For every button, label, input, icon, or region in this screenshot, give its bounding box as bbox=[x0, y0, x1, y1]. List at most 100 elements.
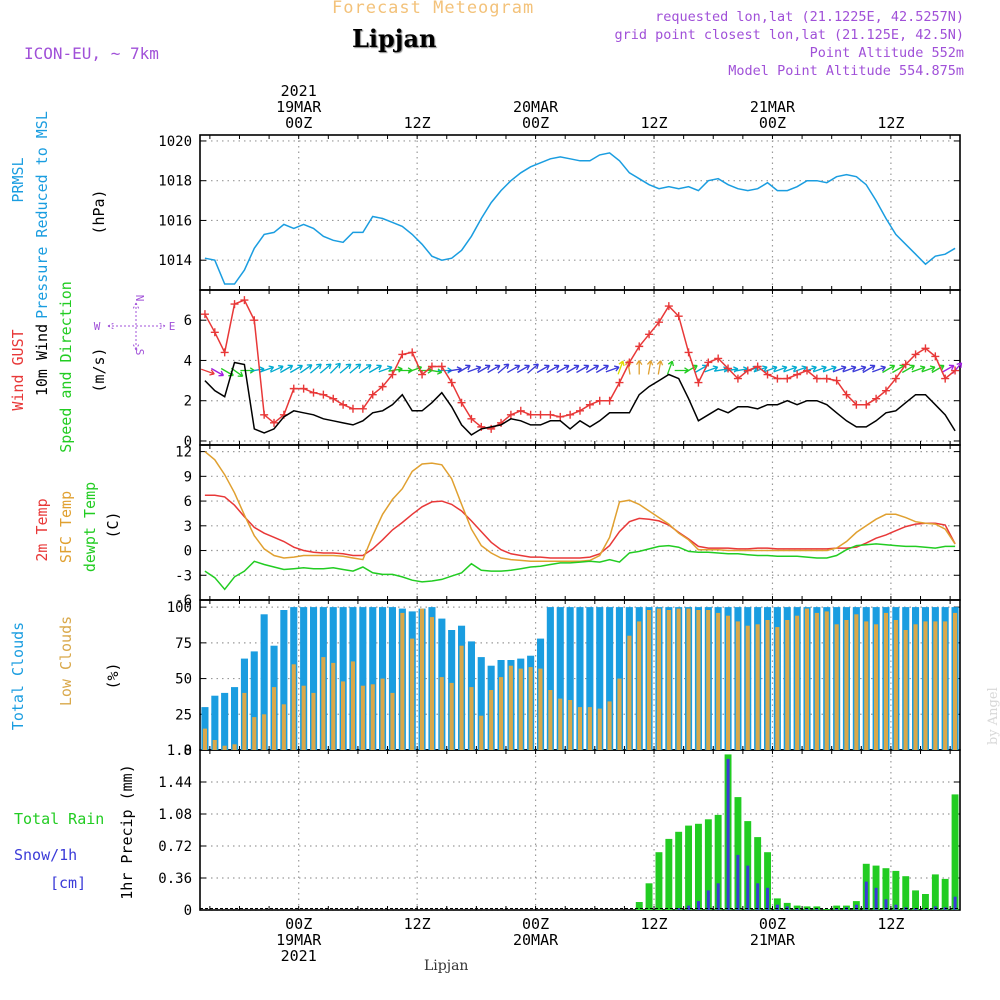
precip-bar bbox=[874, 887, 878, 910]
precip-bar bbox=[882, 868, 890, 910]
top-time-label: 12Z bbox=[640, 114, 667, 132]
pressure-ytick-label: 1016 bbox=[158, 213, 192, 229]
wind-gust-marker bbox=[210, 328, 219, 337]
wind-direction-arrow bbox=[605, 365, 620, 373]
wind-gust-marker bbox=[536, 410, 545, 419]
wind-direction-arrow bbox=[200, 368, 215, 376]
precip-bar bbox=[833, 905, 841, 910]
wind-gust-marker bbox=[270, 418, 279, 427]
wind-gust-marker bbox=[200, 310, 209, 319]
precip-bar bbox=[754, 837, 762, 910]
wind-gust-marker bbox=[319, 390, 328, 399]
clouds-bar bbox=[388, 607, 396, 750]
precip-bar bbox=[815, 909, 819, 910]
temp-ytick-label: 9 bbox=[184, 469, 192, 485]
clouds-bar bbox=[260, 614, 268, 750]
wind-gust-marker bbox=[289, 384, 298, 393]
clouds-bar bbox=[272, 687, 277, 750]
wind-gust-marker bbox=[635, 342, 644, 351]
wind-gust-marker bbox=[230, 300, 239, 309]
clouds-bar bbox=[666, 610, 671, 750]
clouds-bar bbox=[923, 621, 928, 750]
wind-gust-marker bbox=[684, 348, 693, 357]
wind-gust-marker bbox=[674, 312, 683, 321]
clouds-bar bbox=[331, 662, 336, 750]
wind-direction-arrow bbox=[329, 362, 341, 374]
clouds-bar bbox=[607, 701, 612, 750]
wind-gust-marker bbox=[595, 396, 604, 405]
clouds-ytick-label: 50 bbox=[175, 672, 192, 688]
wind-gust-marker bbox=[625, 358, 634, 367]
wind-direction-arrow bbox=[487, 364, 501, 374]
temp-series-line bbox=[204, 543, 956, 591]
wind-gust-marker bbox=[753, 362, 762, 371]
clouds-bar bbox=[508, 665, 513, 750]
precip-bar bbox=[697, 901, 700, 910]
clouds-bar bbox=[627, 635, 632, 750]
clouds-bar bbox=[597, 708, 602, 750]
precip-bar bbox=[854, 904, 858, 910]
bottom-time-label: 12Z bbox=[404, 915, 431, 933]
wind-gust-marker bbox=[773, 374, 782, 383]
clouds-bar bbox=[606, 607, 614, 750]
wind-gust-marker bbox=[447, 378, 456, 387]
wind-gust-marker bbox=[388, 370, 397, 379]
temp-series-line bbox=[204, 451, 956, 563]
clouds-bar bbox=[647, 610, 652, 750]
clouds-bar bbox=[716, 612, 721, 750]
precip-bar bbox=[924, 909, 927, 910]
wind-direction-arrow bbox=[832, 365, 847, 373]
bottom-time-label: 00Z bbox=[285, 915, 312, 933]
wind-gust-marker bbox=[852, 400, 861, 409]
precip-bar bbox=[912, 890, 919, 910]
temp-ytick-label: 6 bbox=[184, 494, 192, 510]
precip-legend-unit: [cm] bbox=[50, 874, 86, 892]
product-title: Forecast Meteogram bbox=[332, 0, 535, 18]
wind-gust-marker bbox=[457, 398, 466, 407]
clouds-bar bbox=[755, 624, 760, 750]
clouds-bar bbox=[617, 678, 622, 750]
clouds-bar bbox=[903, 630, 908, 750]
wind-gust-marker bbox=[576, 406, 584, 415]
wind-gust-marker bbox=[378, 382, 387, 391]
wind-gust-marker bbox=[566, 410, 575, 419]
wind-direction-arrow bbox=[289, 364, 303, 374]
wind-direction-arrow bbox=[646, 360, 654, 375]
precip-bar bbox=[884, 899, 888, 910]
clouds-bar bbox=[864, 621, 869, 750]
clouds-bar bbox=[369, 607, 377, 750]
pressure-frame bbox=[199, 134, 961, 291]
precip-bar bbox=[734, 797, 742, 910]
clouds-bar bbox=[548, 690, 553, 750]
bottom-time-label: 00Z bbox=[522, 915, 549, 933]
precip-ytick-label: 1.08 bbox=[158, 807, 192, 823]
wind-gust-marker bbox=[704, 358, 713, 367]
wind-unit-label: (m/s) bbox=[90, 347, 108, 392]
wind-direction-arrow bbox=[527, 363, 539, 374]
clouds-bar bbox=[489, 690, 494, 750]
top-time-label: 19MAR bbox=[276, 98, 322, 116]
clouds-bar bbox=[696, 610, 701, 750]
precip-ytick-label: 1.8 bbox=[167, 743, 192, 759]
footer-location: Lipjan bbox=[424, 958, 469, 974]
compass-east: E bbox=[169, 320, 176, 333]
model-point-altitude: Model Point Altitude 554.875m bbox=[728, 63, 964, 79]
wind-gust-marker bbox=[299, 384, 308, 393]
wind-gust-marker bbox=[506, 410, 515, 419]
clouds-bar bbox=[477, 657, 485, 750]
temp-ytick-label: 3 bbox=[184, 519, 192, 535]
clouds-bar bbox=[874, 624, 879, 750]
clouds-bar bbox=[291, 664, 296, 750]
wind-direction-arrow bbox=[546, 364, 560, 374]
wind-direction-arrow bbox=[872, 365, 887, 373]
clouds-bar bbox=[528, 667, 533, 750]
precip-bar bbox=[793, 905, 801, 910]
wind-series-line bbox=[204, 361, 956, 436]
wind-gust-marker bbox=[546, 410, 555, 419]
clouds-bar bbox=[953, 612, 958, 750]
wind-direction-arrow bbox=[674, 367, 690, 374]
clouds-bar bbox=[566, 607, 574, 750]
wind-gust-marker bbox=[783, 374, 792, 383]
wind-gust-marker bbox=[467, 414, 476, 423]
clouds-bar bbox=[558, 698, 563, 750]
